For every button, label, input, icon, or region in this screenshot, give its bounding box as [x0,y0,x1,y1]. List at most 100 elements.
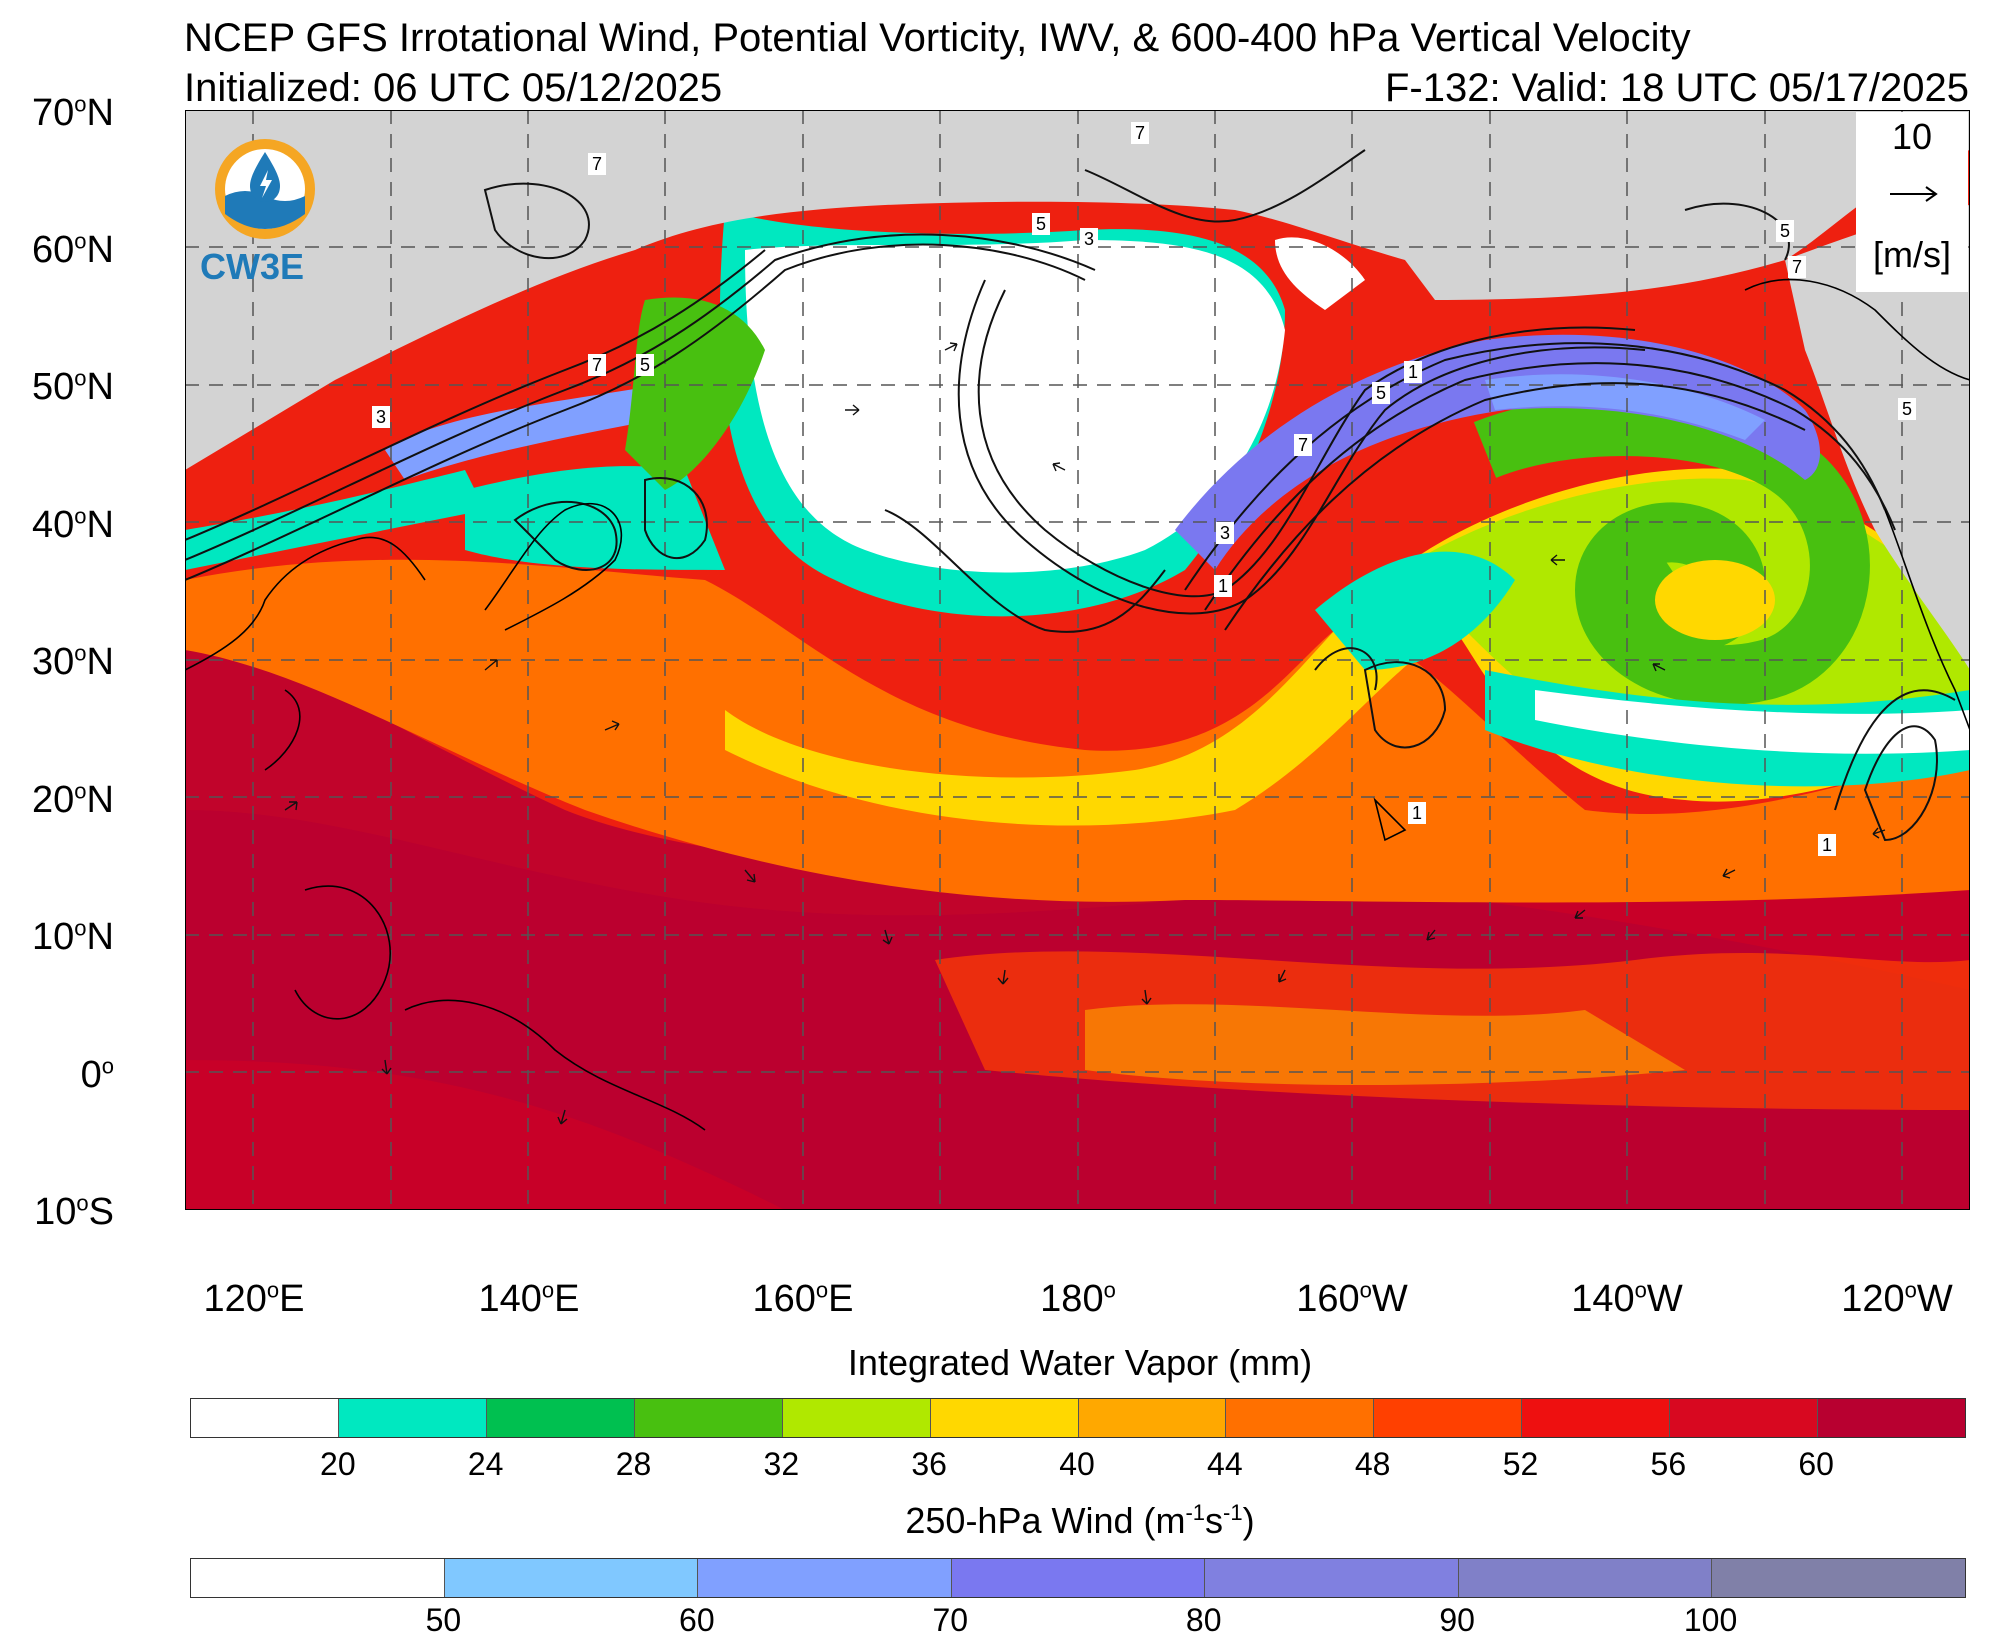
lat-label-30n: 30oN [32,640,114,683]
contour-label: 5 [1036,214,1046,234]
iwv-colorbar-tick-label: 52 [1502,1446,1539,1482]
coastlines [185,278,1970,1131]
lon-label-120w: 120oW [1841,1277,1953,1320]
lat-label-10n: 10oN [32,915,114,958]
contour-label: 3 [376,407,386,427]
iwv-colorbar-swatch [486,1399,635,1437]
wind-colorbar-swatch [1205,1559,1459,1597]
contour-label: 7 [1792,257,1802,277]
contour-label: 1 [1218,576,1228,596]
iwv-dry-region [745,240,1285,573]
contour-label: 7 [1135,123,1145,143]
lon-label-140w: 140oW [1571,1277,1683,1320]
iwv-colorbar-swatch [1226,1399,1375,1437]
contour-label: 5 [1902,399,1912,419]
iwv-colorbar-tick-label: 28 [615,1446,652,1482]
jet-west [385,380,705,480]
iwv-colorbar-tick-label: 36 [911,1446,947,1482]
contour-label: 5 [640,355,650,375]
wind-colorbar-title: 250-hPa Wind (m-1s-1) [905,1500,1255,1541]
land-alaska-clear [1275,237,1365,310]
iwv-colorbar-swatch [191,1399,339,1437]
iwv-colorbar-swatch [1078,1399,1227,1437]
iwv-colorbar-swatch [1818,1399,1966,1437]
contour-label: 1 [1412,803,1422,823]
contour-label: 1 [1822,835,1832,855]
irrotational-wind-vectors [284,342,1886,1125]
wind-colorbar-tick-label: 100 [1683,1602,1738,1638]
wind-colorbar-swatch [698,1559,952,1597]
vector-reference-legend: 10 [m/s] [1856,112,1968,292]
vector-magnitude: 10 [1891,116,1933,157]
contour-label: 7 [592,154,602,174]
lat-label-40n: 40oN [32,503,114,546]
contour-label: 3 [1084,229,1094,249]
iwv-dry-streak [1535,690,1970,754]
iwv-colorbar-swatch [1374,1399,1523,1437]
lat-label-equator: 0o [80,1053,114,1096]
iwv-colorbar [190,1398,1966,1438]
wind-colorbar-tick-label: 50 [425,1602,462,1638]
iwv-colorbar-swatch [782,1399,931,1437]
iwv-colorbar-swatch [1522,1399,1671,1437]
wind-colorbar-tick-label: 80 [1185,1602,1222,1638]
iwv-colorbar-swatch [338,1399,487,1437]
iwv-colorbar-tick-label: 20 [320,1446,356,1482]
lon-label-140e: 140oE [478,1277,580,1320]
iwv-colorbar-tick-label: 56 [1650,1446,1687,1482]
valid-time: F-132: Valid: 18 UTC 05/17/2025 [1384,66,1969,110]
wind-colorbar-swatch [1458,1559,1713,1597]
map-panel: 7 5 3 1 5 7 1 3 5 7 5 7 3 1 7 5 1 [185,110,1970,1210]
chart-title: NCEP GFS Irrotational Wind, Potential Vo… [184,16,1691,60]
wind-colorbar-tick-label: 60 [679,1602,715,1638]
lon-label-180: 180o [1040,1277,1116,1320]
iwv-colorbar-swatch [930,1399,1079,1437]
lat-label-60n: 60oN [32,228,114,271]
jet-inner [1485,374,1765,440]
lat-label-70n: 70oN [32,91,114,134]
vector-reference-arrow [1890,186,1938,202]
iwv-cyan-inner [1315,551,1515,670]
iwv-colorbar-tick-label: 44 [1207,1446,1243,1482]
vector-units: [m/s] [1873,234,1951,275]
land-north [185,110,1970,470]
wind-colorbar [190,1558,1966,1598]
contour-label: 1 [1408,362,1418,382]
contour-label: 7 [592,355,602,375]
lon-label-160e: 160oE [752,1277,854,1320]
iwv-colorbar-swatch [1670,1399,1819,1437]
contour-label: 5 [1376,383,1386,403]
land-north-america [1785,205,1970,670]
wind-colorbar-swatch [1712,1559,1966,1597]
iwv-cyan-japan [465,466,725,570]
lat-label-10s: 10oS [34,1190,114,1233]
contour-label: 7 [1298,435,1308,455]
wind-colorbar-tick-label: 90 [1439,1602,1475,1638]
iwv-colorbar-title: Integrated Water Vapor (mm) [847,1342,1313,1383]
contour-label: 5 [1780,221,1790,241]
iwv-cyclone-core [1655,560,1775,640]
logo-text: CW3E [200,246,305,287]
lon-label-120e: 120oE [203,1277,305,1320]
lat-label-20n: 20oN [32,778,114,821]
iwv-colorbar-tick-label: 24 [467,1446,504,1482]
init-time: Initialized: 06 UTC 05/12/2025 [184,66,723,110]
wind-colorbar-swatch [951,1559,1206,1597]
iwv-colorbar-tick-label: 40 [1059,1446,1095,1482]
lon-label-160w: 160oW [1296,1277,1408,1320]
pv-contours [185,149,1956,842]
contour-label-group: 7 5 3 1 5 7 1 3 5 7 5 7 3 1 7 5 1 [372,122,1916,856]
lat-label-50n: 50oN [32,365,114,408]
iwv-amber-patch [1085,1004,1685,1085]
iwv-colorbar-swatch [634,1399,783,1437]
iwv-colorbar-tick-label: 60 [1798,1446,1834,1482]
wind-colorbar-tick-label: 70 [932,1602,969,1638]
iwv-orange-midlat [185,559,1970,903]
cw3e-logo-icon [215,139,315,239]
iwv-colorbar-tick-label: 48 [1354,1446,1391,1482]
wind-colorbar-swatch [444,1559,699,1597]
contour-label: 3 [1220,523,1230,543]
cw3e-logo: CW3E [200,134,320,294]
iwv-colorbar-tick-label: 32 [763,1446,800,1482]
iwv-cyan-west [185,470,485,570]
